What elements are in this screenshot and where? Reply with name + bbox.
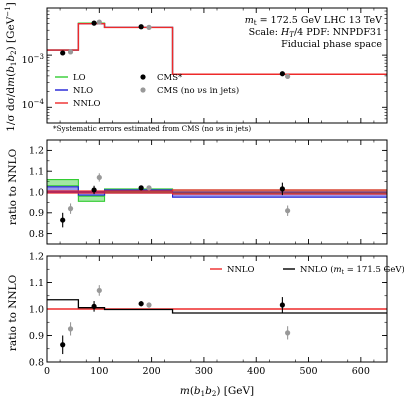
band-nnlo-bin: [104, 190, 173, 194]
annotation-line-1: mt = 172.5 GeV LHC 13 TeV: [245, 15, 382, 27]
point-cms: [91, 187, 97, 193]
band-lo-bin: [47, 179, 79, 186]
band-nnlo-edge: [47, 189, 387, 192]
ytick-label-1e-3: 10−3: [22, 53, 44, 66]
legend-cms-marker: [140, 74, 146, 80]
band-nnlo-edge: [47, 192, 387, 195]
point-cms: [60, 342, 66, 348]
ytick-label: 0.9: [29, 331, 44, 342]
legend-alt-label: NNLO (mt = 171.5 GeV): [300, 264, 404, 276]
ytick-label: 1.0: [29, 304, 44, 315]
plot-frame: [46, 7, 388, 124]
point-cms: [60, 217, 66, 223]
legend-cms-nojets-label: CMS (no νs in jets): [157, 85, 239, 96]
point-cms: [91, 20, 97, 26]
annotation-line-2: Scale: HT/4 PDF: NNPDF31: [249, 27, 382, 39]
footnote: *Systematic errors estimated from CMS (n…: [53, 124, 251, 133]
point-cms: [279, 186, 285, 192]
point-cms-nojets: [146, 302, 152, 308]
point-cms-nojets: [285, 330, 291, 336]
series-nnlo-m-t-171-5-gev-: [47, 299, 387, 314]
ratio-orders-panel: 0.8 0.9 1.0 1.1 1.2: [29, 139, 388, 245]
point-cms: [138, 301, 144, 307]
point-cms: [279, 302, 285, 308]
band-nlo-bin: [47, 186, 79, 192]
ylabel-bot: ratio to NNLO: [7, 274, 19, 351]
point-cms-nojets: [146, 24, 152, 30]
xlabel: m(b1b2) [GeV]: [180, 385, 254, 398]
legend-cms-nojets-marker: [140, 87, 146, 93]
legend-bottom: NNLO NNLO (mt = 171.5 GeV): [210, 264, 404, 276]
ytick-label: 1.1: [29, 278, 44, 289]
xtick-label: 0: [44, 366, 50, 377]
legend-nnlo-bottom-label: NNLO: [227, 265, 255, 275]
point-cms-nojets: [96, 19, 102, 25]
ytick-label: 0.8: [29, 357, 44, 368]
point-cms-nojets: [96, 174, 102, 181]
xtick-label: 300: [195, 366, 213, 377]
legend-cms-label: CMS*: [157, 73, 183, 83]
point-cms-nojets: [67, 49, 74, 55]
point-cms: [279, 71, 285, 77]
ytick-label: 1.0: [29, 187, 44, 198]
plot-frame: [46, 255, 388, 363]
xtick-label: 200: [143, 366, 161, 377]
point-cms: [138, 24, 144, 30]
ytick-label: 0.8: [29, 229, 44, 240]
xtick-label: 100: [90, 366, 108, 377]
legend-nnlo-label: NNLO: [73, 99, 101, 109]
ratio-mass-panel: 0.8 0.9 1.0 1.1 1.2 0 100 200 300 400 500 600: [29, 251, 388, 377]
point-cms-nojets: [67, 326, 74, 332]
band-nnlo-bin: [47, 190, 79, 194]
xtick-label: 400: [247, 366, 265, 377]
distribution-panel: [46, 7, 388, 124]
point-cms: [91, 303, 97, 309]
legend-top: LO NLO NNLO CMS* CMS (no νs in jets): [55, 73, 239, 109]
ytick-label: 1.2: [29, 251, 44, 262]
plot-frame: [46, 139, 388, 245]
ytick-label: 0.9: [29, 208, 44, 219]
point-cms: [138, 185, 144, 191]
band-nnlo-bin: [172, 189, 387, 195]
series-nnlo: [47, 23, 387, 75]
band-lo-bin: [78, 196, 105, 202]
ylabel-top: 1/σ dσ/dm(b1b2) [GeV−1]: [4, 2, 18, 132]
ytick-label: 1.1: [29, 167, 44, 178]
point-cms-nojets: [285, 73, 291, 80]
point-cms: [60, 50, 66, 56]
point-cms-nojets: [146, 185, 152, 191]
point-cms-nojets: [96, 287, 102, 294]
xtick-label: 600: [352, 366, 370, 377]
annotation-line-3: Fiducial phase space: [281, 39, 382, 50]
point-cms-nojets: [285, 208, 291, 214]
legend-lo-label: LO: [73, 73, 86, 83]
ytick-label-1e-4: 10−4: [22, 98, 45, 111]
legend-nlo-label: NLO: [73, 86, 93, 96]
ylabel-mid: ratio to NNLO: [7, 148, 19, 225]
point-cms-nojets: [67, 206, 74, 212]
xtick-label: 500: [299, 366, 317, 377]
band-nnlo-bin: [78, 190, 105, 194]
ytick-label: 1.2: [29, 146, 44, 157]
